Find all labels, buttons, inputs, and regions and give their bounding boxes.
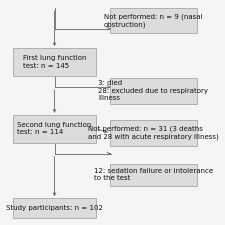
Text: 12: sedation failure or intolerance
to the test: 12: sedation failure or intolerance to t… <box>94 168 213 182</box>
FancyBboxPatch shape <box>13 115 96 142</box>
Text: 3: died
28: excluded due to respiratory
illness: 3: died 28: excluded due to respiratory … <box>98 80 208 101</box>
Text: Second lung function
test: n = 114: Second lung function test: n = 114 <box>17 122 92 135</box>
FancyBboxPatch shape <box>110 8 197 32</box>
Text: Not performed: n = 9 (nasal
obstruction): Not performed: n = 9 (nasal obstruction) <box>104 13 203 27</box>
FancyBboxPatch shape <box>13 198 96 218</box>
FancyBboxPatch shape <box>110 78 197 104</box>
Text: Not performed: n = 31 (3 deaths
and 28 with acute respiratory illness): Not performed: n = 31 (3 deaths and 28 w… <box>88 126 219 140</box>
FancyBboxPatch shape <box>13 48 96 76</box>
Text: Study participants: n = 102: Study participants: n = 102 <box>6 205 103 211</box>
Text: First lung function
test: n = 145: First lung function test: n = 145 <box>23 55 86 69</box>
FancyBboxPatch shape <box>110 120 197 146</box>
FancyBboxPatch shape <box>110 164 197 186</box>
